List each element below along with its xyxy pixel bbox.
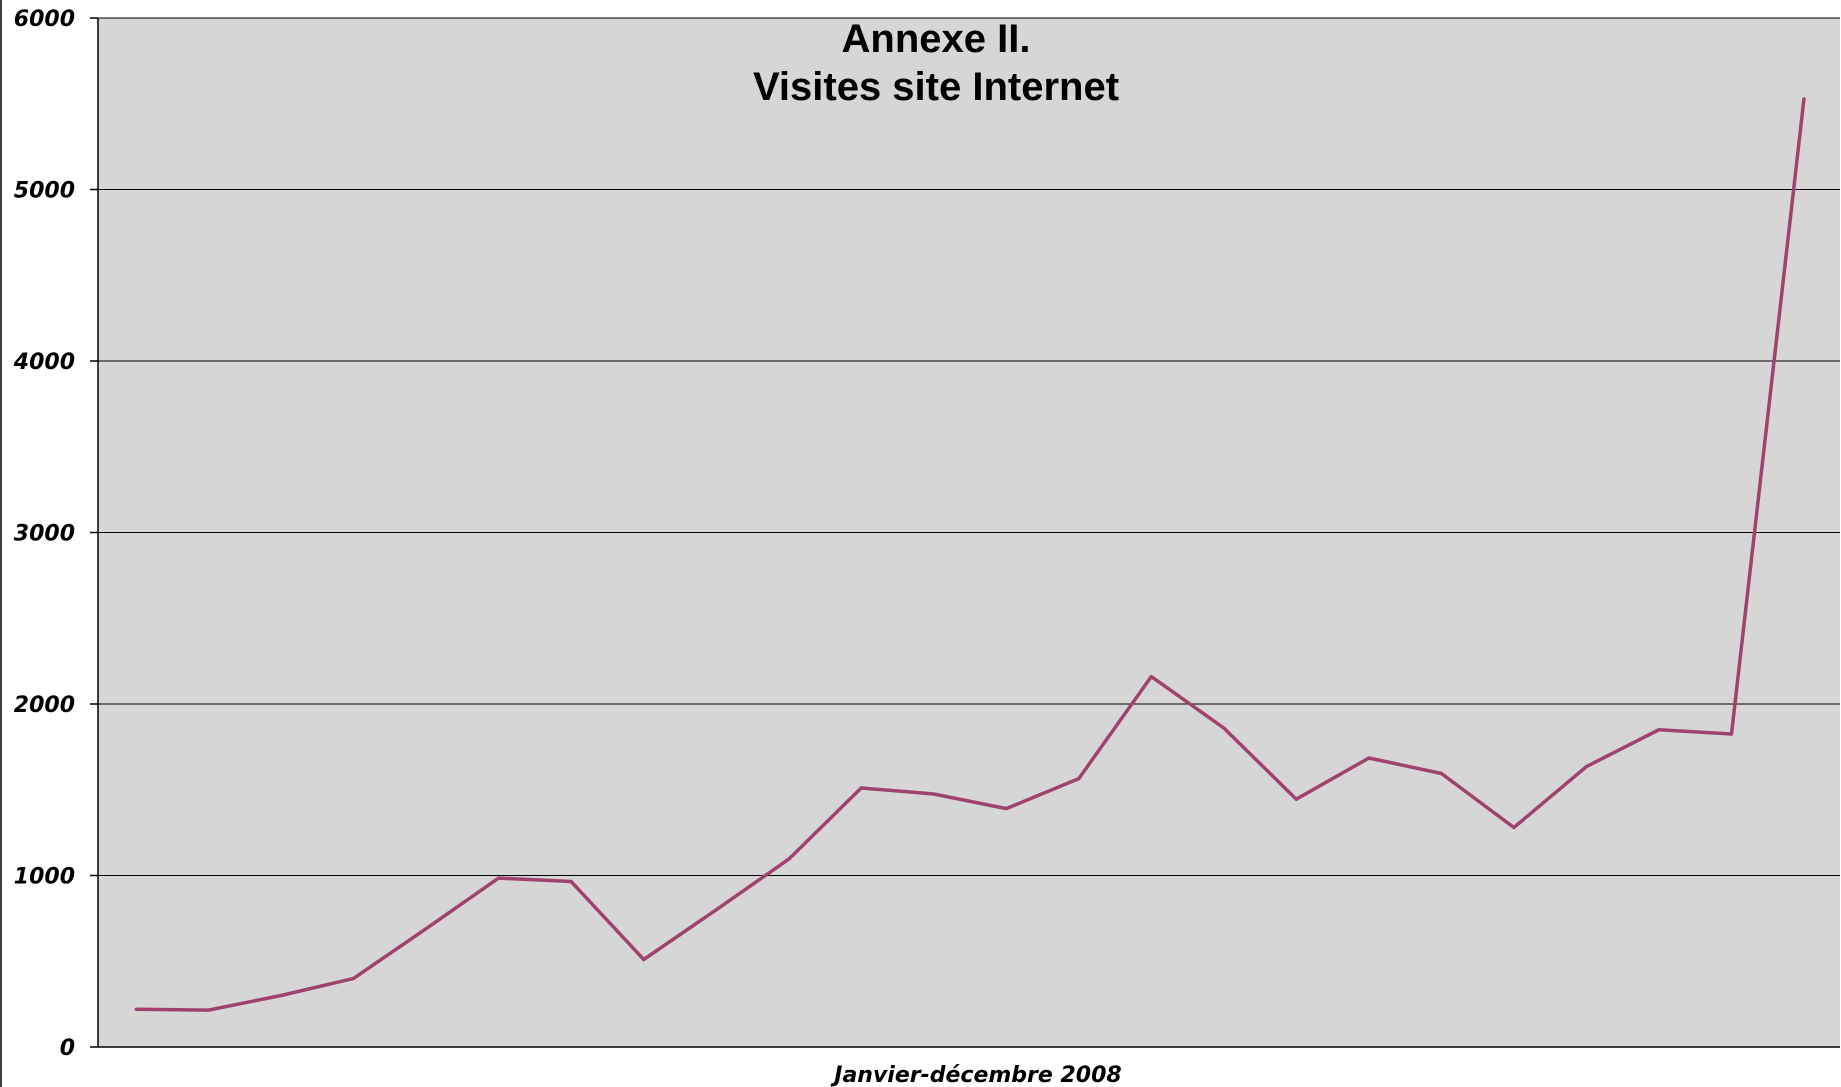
y-tick-label-2000: 2000 <box>14 693 75 718</box>
data-point-4 <box>424 927 428 931</box>
data-point-21 <box>1657 728 1661 732</box>
y-tick-label-4000: 4000 <box>13 350 75 375</box>
chart-title-line-2: Visites site Internet <box>753 65 1119 109</box>
data-point-18 <box>1439 772 1443 775</box>
x-axis-label: Janvier-décembre 2008 <box>830 1063 1121 1087</box>
y-tick-label-3000: 3000 <box>14 522 75 547</box>
data-point-7 <box>642 958 646 961</box>
data-point-12 <box>1004 807 1008 811</box>
y-tick-labels: 0 1000 2000 3000 4000 5000 6000 <box>13 7 98 1061</box>
data-point-17 <box>1367 756 1371 760</box>
gridlines <box>98 17 1840 876</box>
data-point-5 <box>497 876 501 880</box>
data-point-16 <box>1294 797 1298 801</box>
chart-title-line-1: Annexe II. <box>842 17 1031 61</box>
series-line-0 <box>135 98 1806 1012</box>
y-tick-label-0: 0 <box>60 1036 75 1061</box>
data-point-11 <box>932 792 936 796</box>
data-point-19 <box>1512 826 1516 829</box>
data-point-22 <box>1730 732 1733 736</box>
y-tick-label-5000: 5000 <box>14 179 75 204</box>
data-point-3 <box>352 976 356 980</box>
series-group <box>134 97 1806 1012</box>
y-tick-label-1000: 1000 <box>14 865 75 890</box>
data-point-6 <box>569 880 573 883</box>
data-point-13 <box>1077 777 1081 781</box>
data-point-23 <box>1802 97 1806 101</box>
data-point-9 <box>787 857 791 861</box>
data-point-0 <box>134 1007 138 1011</box>
data-point-20 <box>1584 765 1588 769</box>
data-point-14 <box>1149 675 1153 679</box>
data-point-8 <box>714 908 718 912</box>
data-point-10 <box>859 786 863 790</box>
data-point-15 <box>1222 726 1226 730</box>
data-point-1 <box>207 1008 210 1012</box>
y-tick-label-6000: 6000 <box>14 7 75 32</box>
data-point-2 <box>279 994 283 997</box>
